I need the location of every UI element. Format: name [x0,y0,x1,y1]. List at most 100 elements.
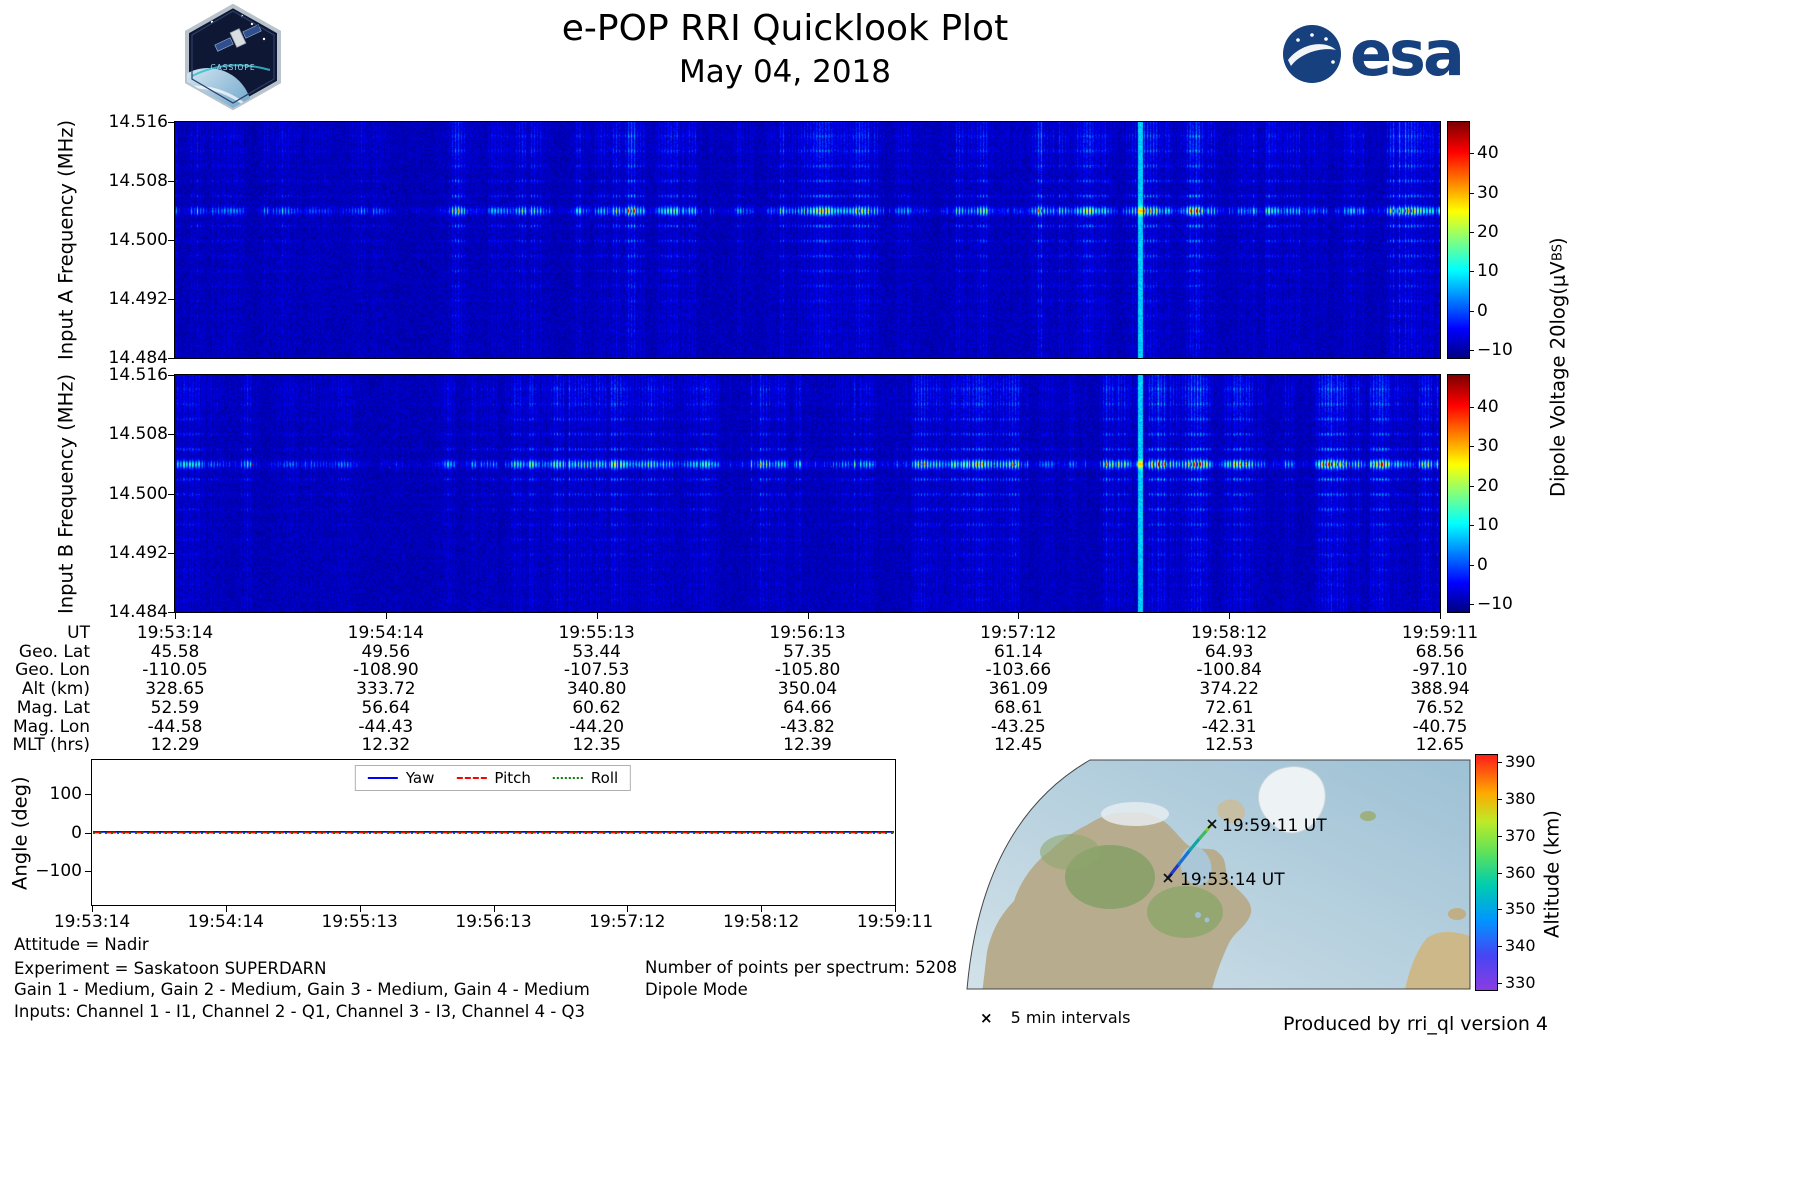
altitude-tick-label: 370 [1505,825,1536,845]
legend-line-sample-icon [367,777,398,779]
angle-xtick-label: 19:53:14 [53,912,131,932]
altitude-tick-label: 360 [1505,862,1536,882]
colorbar-tick-mark [1470,406,1474,408]
ephemeris-cell: 12.29 [150,735,200,756]
axis-tick-mark [168,493,175,495]
ephemeris-cell: -44.58 [147,716,203,737]
ephemeris-cell: 19:56:13 [769,623,846,643]
ephemeris-cell: 72.61 [1204,697,1254,718]
angle-ytick-label: −100 [35,860,82,881]
angle-xtick-label: 19:58:12 [722,912,800,932]
altitude-tick-mark [1498,945,1502,947]
legend-item-pitch: Pitch [456,769,531,787]
axis-tick-mark [168,122,175,123]
produced-by-note: Produced by rri_ql version 4 [1283,1013,1548,1035]
ephemeris-cell: 374.22 [1199,679,1259,700]
cassiope-mission-patch: CASSIOPE [185,4,281,110]
track-start-marker-icon [1163,873,1173,883]
time-tick-mark [175,613,176,619]
colorbar-tick-mark [1470,192,1474,194]
ephemeris-cell: 45.58 [150,641,200,662]
track-start-time: 19:53:14 UT [1180,870,1285,890]
ephemeris-row-label: Mag. Lon [12,716,90,737]
angle-xtick-mark [92,906,93,912]
altitude-tick-mark [1498,799,1502,801]
esa-logo: esa [1280,22,1465,86]
ephemeris-cell: 68.61 [993,697,1043,718]
time-tick-mark [596,613,598,619]
colorbar-tick-mark [1470,604,1474,606]
axis-tick-mark [168,552,175,554]
time-tick-mark [1229,613,1231,619]
hudson-bay [1180,846,1212,886]
points-per-spectrum-note: Number of points per spectrum: 5208 [645,958,958,977]
angle-plot [91,759,896,906]
five-min-interval-legend: × 5 min intervals [980,1008,1130,1027]
five-min-interval-label: 5 min intervals [1010,1008,1131,1027]
experiment-note: Experiment = Saskatoon SUPERDARN [14,959,327,978]
colorbar-tick-label: 20 [1477,475,1499,496]
colorbar-tick-mark [1470,525,1474,527]
ephemeris-cell: -43.82 [780,716,835,737]
altitude-tick-label: 330 [1505,972,1536,992]
page-title: e-POP RRI Quicklook Plot [561,8,1009,49]
ephemeris-row-label: UT [67,623,90,643]
ephemeris-cell: -100.84 [1196,660,1262,681]
colorbar-tick-label: 0 [1477,554,1488,575]
axis-tick-mark [168,434,175,436]
ephemeris-cell: 49.56 [361,641,411,662]
ephemeris-cell: -108.90 [353,660,419,681]
land-africa [1404,932,1470,989]
input-b-axis-label: Input B Frequency (MHz) [54,373,78,614]
colorbar-tick-label: 10 [1477,261,1499,282]
ephemeris-cell: 12.39 [783,735,832,756]
altitude-tick-label: 380 [1505,789,1536,809]
colorbar-tick-mark [1470,485,1474,487]
ephemeris-cell: 76.52 [1415,697,1465,718]
ephemeris-row-label: Mag. Lat [16,697,90,718]
colorbar-b [1447,374,1470,613]
colorbar-tick-mark [1470,153,1474,155]
freq-tick-label: 14.516 [108,112,168,132]
ephemeris-cell: -97.10 [1412,660,1468,681]
angle-ytick-mark [85,870,92,872]
colorbar-tick-label: 0 [1477,300,1488,321]
angle-plot-lines [93,831,894,834]
attitude-note: Attitude = Nadir [14,935,149,954]
axis-tick-mark [168,240,175,241]
ephemeris-cell: 60.62 [572,697,621,718]
page-date: May 04, 2018 [679,54,891,90]
ephemeris-cell: 52.59 [150,697,200,718]
ephemeris-cell: 19:57:12 [980,623,1057,643]
colorbar-tick-mark [1470,271,1474,273]
ephemeris-cell: 12.35 [572,735,621,756]
freq-tick-label: 14.508 [108,424,168,445]
time-tick-mark [807,613,809,619]
angle-xtick-label: 19:55:13 [321,912,398,932]
ephemeris-cell: 328.65 [145,679,205,700]
spectrogram-b [174,374,1441,613]
colorbar-tick-label: 20 [1477,222,1499,243]
legend-label: Yaw [405,769,435,787]
freq-tick-label: 14.492 [108,289,168,309]
colorbar-tick-mark [1470,232,1474,234]
angle-xtick-mark [493,906,495,912]
ephemeris-cell: 361.09 [988,679,1049,700]
ephemeris-row-label: MLT (hrs) [12,735,90,756]
input-a-axis-label: Input A Frequency (MHz) [54,119,78,361]
legend-line-sample-icon [552,777,583,779]
colorbar-tick-label: −10 [1477,594,1513,615]
axis-tick-mark [168,299,175,300]
ephemeris-cell: 19:58:12 [1190,623,1268,643]
colorbar-tick-label: 40 [1477,396,1499,417]
altitude-tick-label: 340 [1505,935,1536,955]
angle-ytick-label: 100 [49,784,82,805]
freq-tick-label: 14.484 [108,602,168,622]
time-tick-mark [1018,613,1020,619]
ephemeris-cell: -42.31 [1201,716,1257,737]
colorbar-tick-label: 40 [1477,143,1499,164]
angle-xtick-mark [895,906,896,912]
dipole-label-post: ) [1546,236,1570,245]
ephemeris-cell: 333.72 [356,679,416,700]
colorbar-tick-label: 10 [1477,515,1499,536]
